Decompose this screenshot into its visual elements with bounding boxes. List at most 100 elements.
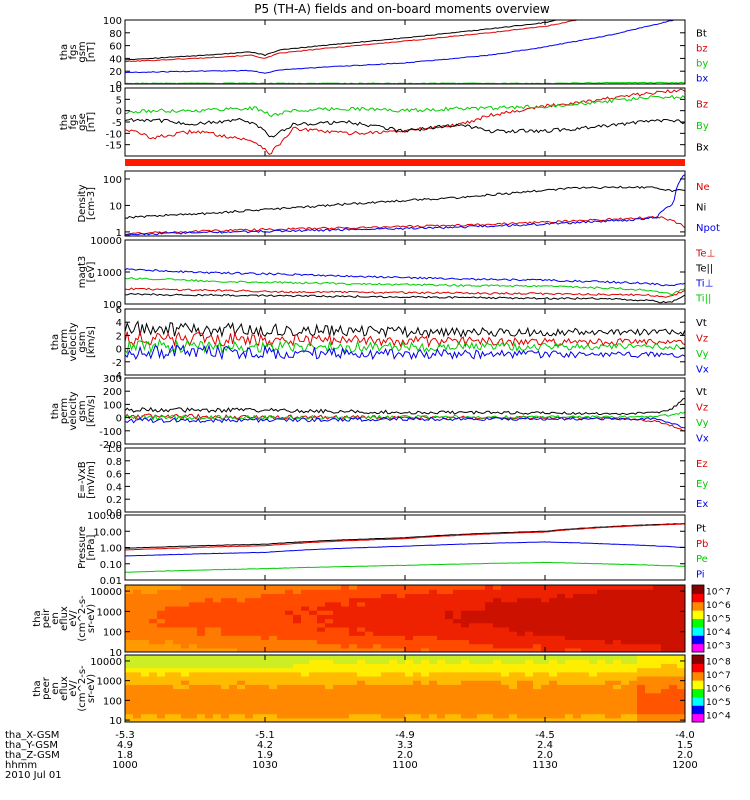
heatmap-cell <box>469 639 478 645</box>
heatmap-cell <box>413 597 422 603</box>
heatmap-cell <box>245 680 254 685</box>
heatmap-cell <box>517 605 526 611</box>
heatmap-cell <box>237 647 246 652</box>
heatmap-cell <box>477 671 486 677</box>
heatmap-cell <box>589 680 598 685</box>
heatmap-cell <box>669 593 678 599</box>
heatmap-cell <box>501 655 510 660</box>
heatmap-cell <box>637 675 646 681</box>
heatmap-cell <box>437 659 446 664</box>
heatmap-cell <box>565 601 574 607</box>
x-axis-value: 2.0 <box>537 750 553 761</box>
heatmap-cell <box>157 589 166 594</box>
heatmap-cell <box>517 713 526 719</box>
x-axis-value: 1.9 <box>257 750 273 761</box>
heatmap-cell <box>197 601 206 607</box>
heatmap-cell <box>341 631 350 636</box>
heatmap-cell <box>357 692 366 698</box>
heatmap-cell <box>325 696 334 702</box>
heatmap-cell <box>125 597 134 603</box>
x-axis-value: 4.2 <box>257 740 273 751</box>
heatmap-cell <box>581 675 590 681</box>
heatmap-cell <box>189 605 198 611</box>
heatmap-cell <box>277 593 286 599</box>
heatmap-cell <box>629 593 638 599</box>
heatmap-cell <box>237 610 246 615</box>
heatmap-cell <box>549 601 558 607</box>
heatmap-cell <box>293 671 302 677</box>
heatmap-cell <box>253 605 262 611</box>
heatmap-cell <box>437 585 446 590</box>
heatmap-cell <box>293 597 302 603</box>
heatmap-cell <box>589 692 598 698</box>
heatmap-cell <box>357 701 366 706</box>
heatmap-cell <box>461 713 470 719</box>
heatmap-cell <box>277 713 286 719</box>
heatmap-cell <box>549 680 558 685</box>
heatmap-cell <box>173 622 182 628</box>
heatmap-cell <box>309 589 318 594</box>
heatmap-cell <box>173 717 182 722</box>
heatmap-cell <box>421 659 430 664</box>
heatmap-cell <box>469 701 478 706</box>
heatmap-cell <box>261 618 270 624</box>
x-axis-value: -5.3 <box>115 730 135 741</box>
heatmap-cell <box>381 601 390 607</box>
heatmap-cell <box>397 692 406 698</box>
heatmap-cell <box>525 680 534 685</box>
heatmap-cell <box>141 688 150 694</box>
heatmap-cell <box>333 614 342 620</box>
y-axis-label-line: tha <box>50 334 61 350</box>
heatmap-cell <box>613 597 622 603</box>
heatmap-cell <box>501 680 510 685</box>
heatmap-cell <box>333 659 342 664</box>
heatmap-cell <box>197 655 206 660</box>
heatmap-cell <box>661 605 670 611</box>
heatmap-cell <box>365 605 374 611</box>
heatmap-cell <box>357 622 366 628</box>
heatmap-cell <box>621 614 630 620</box>
heatmap-cell <box>405 593 414 599</box>
series-group <box>125 320 685 361</box>
heatmap-cell <box>565 713 574 719</box>
heatmap-cell <box>677 626 685 632</box>
x-axis-value: 1030 <box>252 760 277 771</box>
heatmap-cell <box>229 639 238 645</box>
heatmap-cell <box>653 618 662 624</box>
heatmap-cell <box>405 709 414 715</box>
heatmap-cell <box>213 639 222 645</box>
heatmap-cell <box>629 705 638 711</box>
heatmap-cell <box>485 684 494 690</box>
heatmap-cell <box>549 605 558 611</box>
heatmap-cell <box>317 696 326 702</box>
heatmap-cell <box>141 717 150 722</box>
heatmap-cell <box>589 709 598 715</box>
heatmap-cell <box>197 593 206 599</box>
heatmap-cell <box>181 688 190 694</box>
heatmap-cell <box>485 717 494 722</box>
heatmap-cell <box>181 705 190 711</box>
heatmap-cell <box>197 688 206 694</box>
heatmap-cell <box>293 639 302 645</box>
heatmap-cell <box>509 680 518 685</box>
heatmap-cell <box>381 680 390 685</box>
heatmap-cell <box>229 614 238 620</box>
heatmap-cell <box>293 618 302 624</box>
heatmap-cell <box>181 675 190 681</box>
y-axis-label-line: gsm <box>77 400 88 421</box>
heatmap-cell <box>213 605 222 611</box>
heatmap-cell <box>525 618 534 624</box>
heatmap-cell <box>205 643 214 649</box>
heatmap-cell <box>485 626 494 632</box>
heatmap-cell <box>621 610 630 615</box>
heatmap-cell <box>661 601 670 607</box>
heatmap-cell <box>597 655 606 660</box>
heatmap-cell <box>325 614 334 620</box>
heatmap-cell <box>213 593 222 599</box>
heatmap-cell <box>237 696 246 702</box>
heatmap-cell <box>349 593 358 599</box>
heatmap-cell <box>285 635 294 641</box>
heatmap-cell <box>573 635 582 641</box>
heatmap-cell <box>173 709 182 715</box>
heatmap-cell <box>573 655 582 660</box>
